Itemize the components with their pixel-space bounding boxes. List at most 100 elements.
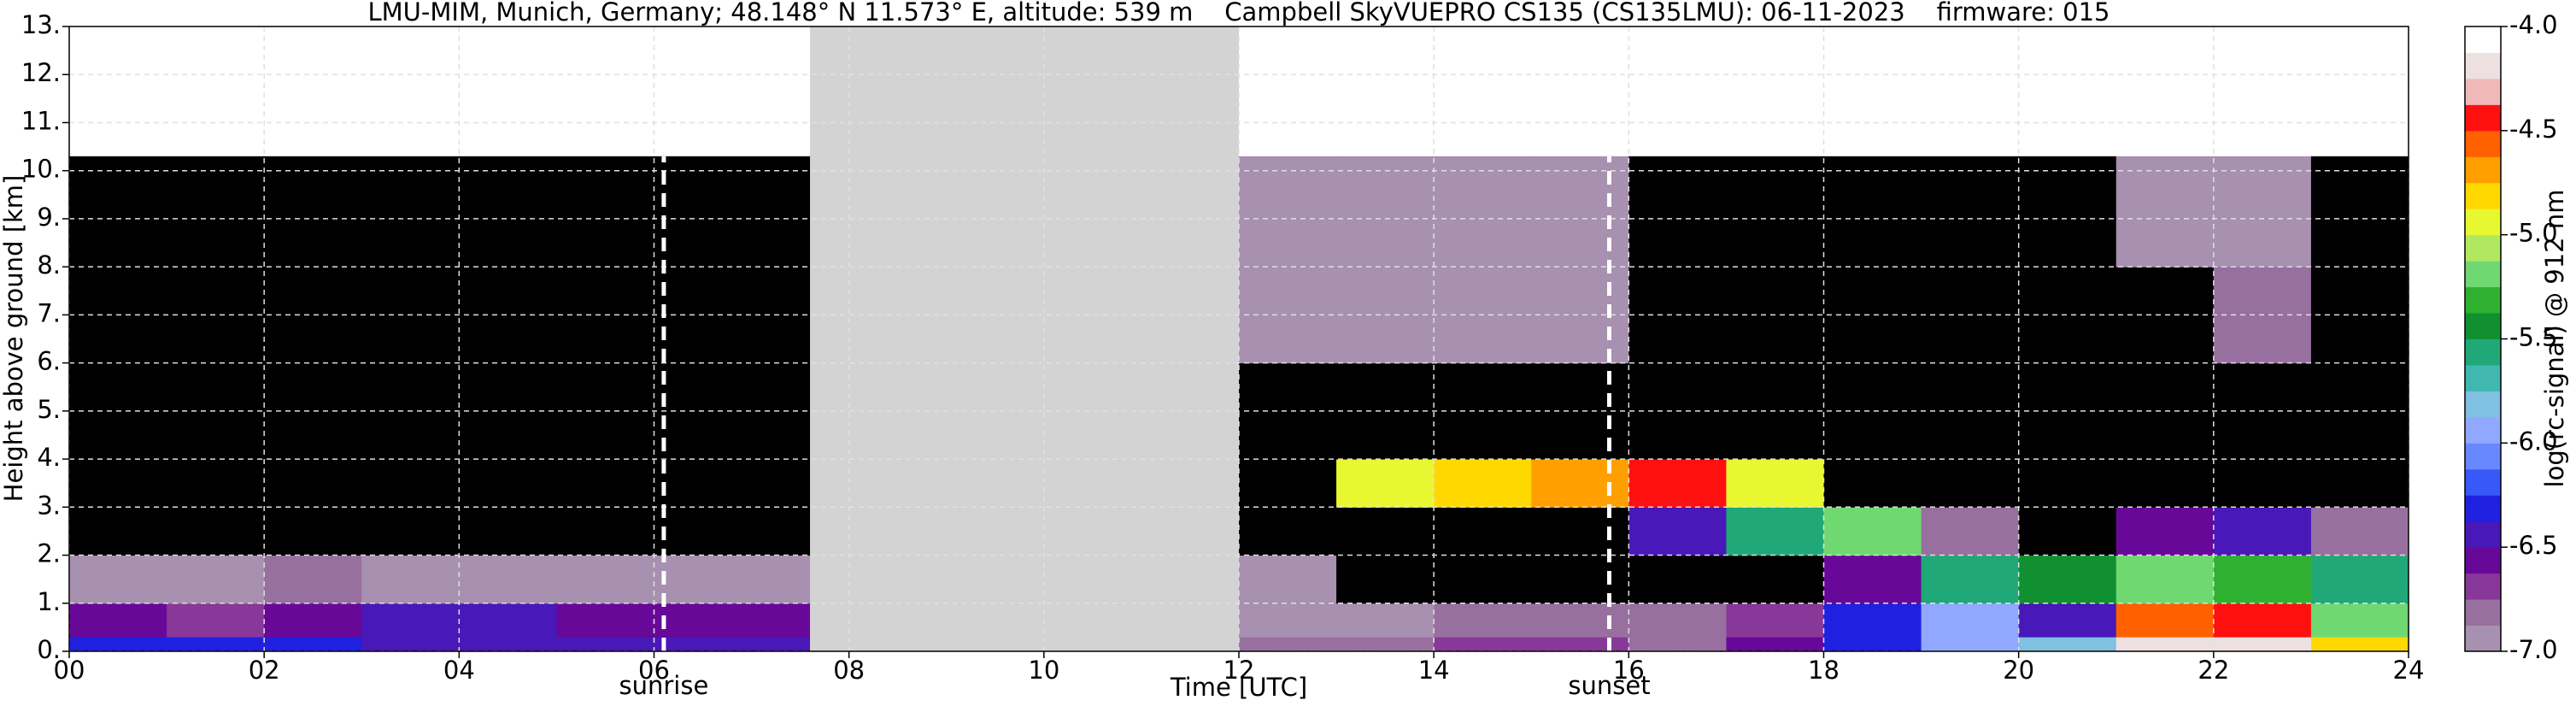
heatmap-cell — [2213, 603, 2312, 638]
heatmap-cell — [1628, 555, 1727, 604]
heatmap-cell — [459, 507, 557, 556]
heatmap-cell — [2310, 637, 2409, 652]
heatmap-cell — [1336, 603, 1435, 638]
y-tick-label: 11. — [21, 106, 61, 135]
heatmap-cell — [264, 156, 362, 268]
heatmap-cell — [1823, 603, 1922, 638]
heatmap-cell — [1531, 459, 1629, 508]
heatmap-cell — [1336, 637, 1435, 652]
heatmap-cell — [556, 555, 654, 604]
x-tick-label: 04 — [443, 656, 475, 685]
colorbar-tick-label: -4.0 — [2509, 10, 2558, 39]
heatmap-cell — [1239, 156, 1337, 268]
heatmap-cell — [2213, 459, 2312, 508]
heatmap-cell — [69, 555, 167, 604]
colorbar-swatch — [2465, 547, 2501, 574]
annotation-label: sunrise — [619, 671, 709, 700]
heatmap-cell — [1531, 507, 1629, 556]
heatmap-cell — [2018, 603, 2117, 638]
heatmap-cell — [751, 459, 811, 508]
heatmap-cell — [264, 555, 362, 604]
heatmap-cell — [556, 156, 654, 268]
heatmap-cell — [556, 637, 654, 652]
heatmap-cell — [1336, 507, 1435, 556]
colorbar-swatch — [2465, 286, 2501, 314]
heatmap-cell — [2115, 156, 2215, 268]
heatmap-cell — [751, 362, 811, 460]
heatmap-cell — [556, 507, 654, 556]
heatmap-cell — [1434, 555, 1532, 604]
heatmap-cell — [751, 267, 811, 364]
heatmap-cell — [1434, 637, 1532, 652]
x-tick-label: 00 — [54, 656, 85, 685]
heatmap-cell — [1726, 603, 1824, 638]
heatmap-cell — [1336, 156, 1435, 268]
heatmap-cell — [1921, 603, 2020, 638]
y-tick-label: 3. — [37, 491, 61, 520]
heatmap-cell — [654, 637, 753, 652]
heatmap-cell — [1531, 603, 1629, 638]
heatmap-cell — [1921, 156, 2020, 268]
x-tick-label: 22 — [2198, 656, 2229, 685]
y-tick-label: 5. — [37, 395, 61, 424]
heatmap-cell — [361, 637, 460, 652]
heatmap-cell — [2310, 603, 2409, 638]
heatmap-cell — [1628, 459, 1727, 508]
heatmap-cell — [167, 555, 265, 604]
heatmap-cell — [1434, 156, 1532, 268]
x-tick-label: 24 — [2393, 656, 2425, 685]
heatmap-cell — [2213, 637, 2312, 652]
heatmap-cell — [2115, 507, 2215, 556]
colorbar-swatch — [2465, 625, 2501, 652]
heatmap-cell — [654, 507, 753, 556]
y-tick-label: 2. — [37, 539, 61, 568]
heatmap-cell — [69, 507, 167, 556]
heatmap-cell — [167, 156, 265, 268]
heatmap-cell — [2310, 156, 2409, 268]
colorbar-tick-label: -6.0 — [2509, 427, 2558, 456]
colorbar-label: log(rc-signal) @ 912 nm — [2540, 190, 2569, 488]
y-tick-label: 9. — [37, 203, 61, 232]
colorbar-swatch — [2465, 104, 2501, 132]
colorbar-swatch — [2465, 521, 2501, 548]
heatmap-cell — [1628, 507, 1727, 556]
colorbar-swatch — [2465, 573, 2501, 600]
colorbar-swatch — [2465, 391, 2501, 418]
colorbar-swatch — [2465, 443, 2501, 470]
plot-frame — [68, 26, 2409, 652]
heatmap-cell — [459, 603, 557, 638]
heatmap-cell — [1336, 459, 1435, 508]
heatmap-cell — [1531, 555, 1629, 604]
y-tick-label: 6. — [37, 347, 61, 376]
heatmap-cell — [2018, 637, 2117, 652]
heatmap-cell — [361, 555, 460, 604]
heatmap-cell — [1434, 459, 1532, 508]
y-tick-label: 8. — [37, 250, 61, 279]
heatmap-cell — [2115, 555, 2215, 604]
colorbar-swatch — [2465, 130, 2501, 157]
heatmap-cell — [1531, 637, 1629, 652]
heatmap-cell — [1921, 507, 2020, 556]
colorbar-swatch — [2465, 416, 2501, 444]
colorbar-swatch — [2465, 234, 2501, 262]
heatmap-cell — [1434, 507, 1532, 556]
heatmap-cell — [1921, 637, 2020, 652]
heatmap-cell — [1239, 555, 1337, 604]
heatmap-cell — [654, 156, 753, 268]
heatmap-cell — [1628, 603, 1727, 638]
colorbar-swatch — [2465, 364, 2501, 391]
colorbar-swatch — [2465, 156, 2501, 184]
colorbar-tick-label: -4.5 — [2509, 115, 2558, 144]
colorbar-swatch — [2465, 26, 2501, 53]
colorbar-swatch — [2465, 338, 2501, 366]
heatmap-cell — [69, 637, 167, 652]
heatmap-cell — [2213, 555, 2312, 604]
x-tick-label: 12 — [1223, 656, 1255, 685]
heatmap-cell — [1628, 637, 1727, 652]
heatmap-cell — [751, 507, 811, 556]
heatmap-cell — [459, 637, 557, 652]
data-gap — [810, 26, 1239, 651]
x-tick-label: 16 — [1613, 656, 1645, 685]
